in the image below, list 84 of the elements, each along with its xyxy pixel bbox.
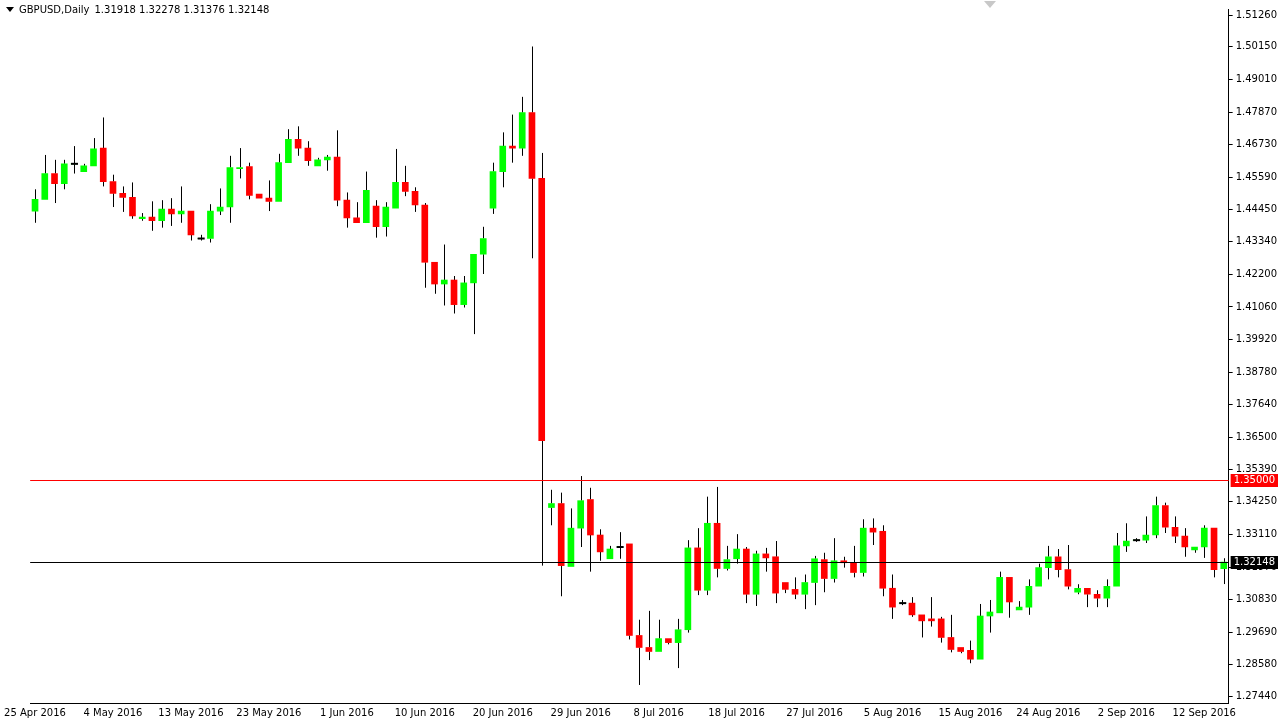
y-tick-label: 1.49010 [1235,73,1278,84]
candlestick [421,202,429,289]
y-tick-label: 1.38780 [1235,365,1278,377]
candlestick [1191,546,1198,554]
candlestick [51,159,58,204]
candlestick [518,96,526,157]
candlestick [285,128,292,164]
y-tick-label: 1.43340 [1235,235,1278,247]
candlestick [1181,527,1189,558]
candlestick [226,155,234,224]
candlestick [1123,522,1130,553]
candlestick [324,154,331,172]
candlestick [1084,587,1091,608]
x-tick-label: 15 Aug 2016 [938,706,1003,718]
x-tick-label: 13 May 2016 [158,706,224,718]
candlestick [119,185,127,213]
candlestick [392,148,399,209]
candlestick [431,261,438,295]
candlestick [129,181,136,220]
candlestick [479,226,487,275]
x-tick-label: 8 Jul 2016 [633,706,684,718]
ref-line-label: 1.35000 [1233,474,1276,486]
x-tick-label: 1 Jun 2016 [319,706,374,718]
candlestick [889,574,896,620]
candlestick [937,616,945,644]
candlestick [976,603,984,660]
y-tick-label: 1.35390 [1235,462,1278,474]
y-tick-label: 1.30830 [1235,593,1278,605]
y-tick-label: 1.45590 [1235,170,1278,182]
candlestick [918,614,926,638]
candlestick [499,131,507,188]
chart-title: GBPUSD,Daily [19,4,90,15]
candlestick [1200,524,1208,559]
y-tick-label: 1.33110 [1235,528,1278,540]
y-tick-label: 1.42200 [1235,267,1278,279]
y-tick-label: 1.36500 [1235,431,1278,443]
x-tick-label: 25 Apr 2016 [4,706,66,718]
y-tick-label: 1.27440 [1235,690,1278,702]
candlestick [168,197,175,227]
candlestick [207,203,214,244]
y-tick-label: 1.28580 [1235,657,1278,669]
y-tick-label: 1.29690 [1235,625,1278,637]
y-tick-label: 1.41060 [1235,300,1278,312]
candlestick [635,619,643,686]
candlestick [265,179,273,212]
y-tick-label: 1.51260 [1235,8,1278,20]
candlestick [353,201,360,224]
x-tick-label: 4 May 2016 [83,706,143,718]
candlestick [470,253,477,335]
candlestick [382,201,390,238]
x-tick-label: 24 Aug 2016 [1016,706,1081,718]
x-tick-label: 12 Sep 2016 [1172,706,1236,718]
candlestick [528,45,536,259]
candlestick [236,147,243,179]
candlestick [90,137,97,167]
candlestick [41,154,49,200]
x-tick-label: 23 May 2016 [236,706,302,718]
candlestick [440,244,448,306]
x-tick-label: 20 Jun 2016 [472,706,533,718]
candlestick [674,618,682,669]
y-tick-label: 1.47870 [1235,105,1278,117]
x-tick-label: 5 Aug 2016 [863,706,922,718]
candlestick [655,619,662,652]
candlestick [363,171,370,224]
chart-subtitle: 1.31918 1.32278 1.31376 1.32148 [94,4,270,15]
candlestick [177,185,185,224]
candlestick [80,163,88,172]
candlestick [577,475,585,548]
ref-line-label: 1.32148 [1233,556,1276,568]
y-tick-label: 1.50150 [1235,40,1278,52]
x-tick-label: 18 Jul 2016 [708,706,765,718]
y-tick-label: 1.46730 [1235,138,1278,150]
y-tick-label: 1.44450 [1235,203,1278,215]
y-tick-label: 1.34250 [1235,495,1278,507]
x-tick-label: 2 Sep 2016 [1097,706,1155,718]
y-tick-label: 1.37640 [1235,398,1278,410]
candlestick [1006,577,1013,619]
x-tick-label: 29 Jun 2016 [550,706,611,718]
candlestick [1142,515,1150,544]
candlestick [158,199,166,229]
y-tick-label: 1.39920 [1235,333,1278,345]
candlestick [548,489,555,526]
x-tick-label: 10 Jun 2016 [394,706,455,718]
x-tick-label: 27 Jul 2016 [786,706,843,718]
